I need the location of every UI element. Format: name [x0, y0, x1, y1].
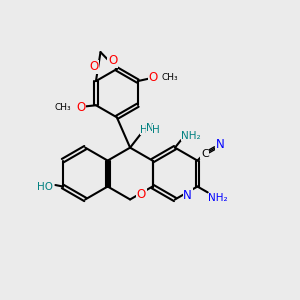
Text: C: C — [201, 149, 209, 159]
Text: H: H — [152, 125, 160, 135]
Text: CH₃: CH₃ — [54, 103, 71, 112]
Text: N: N — [183, 189, 192, 202]
Text: O: O — [108, 54, 117, 67]
Text: O: O — [148, 71, 158, 84]
Text: CH₃: CH₃ — [162, 73, 178, 82]
Text: N: N — [216, 139, 225, 152]
Text: N: N — [146, 123, 154, 133]
Text: O: O — [137, 188, 146, 201]
Text: O: O — [76, 101, 85, 114]
Text: O: O — [89, 60, 99, 73]
Text: H: H — [140, 125, 148, 135]
Text: NH₂: NH₂ — [182, 131, 201, 141]
Text: HO: HO — [37, 182, 53, 191]
Text: NH₂: NH₂ — [208, 193, 228, 203]
